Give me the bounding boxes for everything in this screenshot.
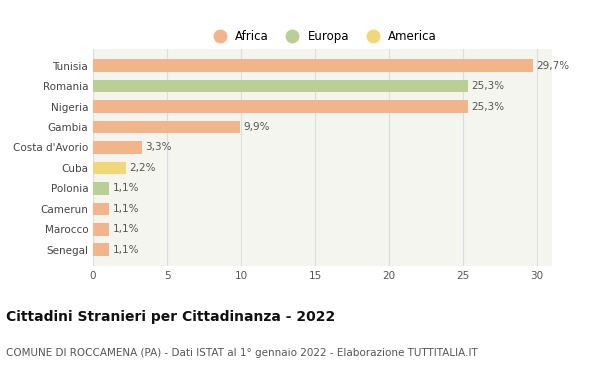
Text: 1,1%: 1,1% [113,204,139,214]
Text: 2,2%: 2,2% [129,163,156,173]
Text: Cittadini Stranieri per Cittadinanza - 2022: Cittadini Stranieri per Cittadinanza - 2… [6,310,335,324]
Bar [93,244,109,256]
Bar [93,182,109,195]
Bar [93,59,533,72]
Bar [93,162,125,174]
Bar [93,141,142,154]
Text: 9,9%: 9,9% [243,122,270,132]
Bar [93,121,239,133]
Text: 1,1%: 1,1% [113,184,139,193]
Bar [93,223,109,236]
Text: 29,7%: 29,7% [536,60,569,71]
Text: 1,1%: 1,1% [113,245,139,255]
Text: COMUNE DI ROCCAMENA (PA) - Dati ISTAT al 1° gennaio 2022 - Elaborazione TUTTITAL: COMUNE DI ROCCAMENA (PA) - Dati ISTAT al… [6,348,478,358]
Text: 25,3%: 25,3% [472,101,505,111]
Text: 1,1%: 1,1% [113,224,139,234]
Bar [93,203,109,215]
Text: 25,3%: 25,3% [472,81,505,91]
Text: 3,3%: 3,3% [146,142,172,152]
Legend: Africa, Europa, America: Africa, Europa, America [203,25,442,48]
Bar [93,100,467,113]
Bar [93,80,467,92]
